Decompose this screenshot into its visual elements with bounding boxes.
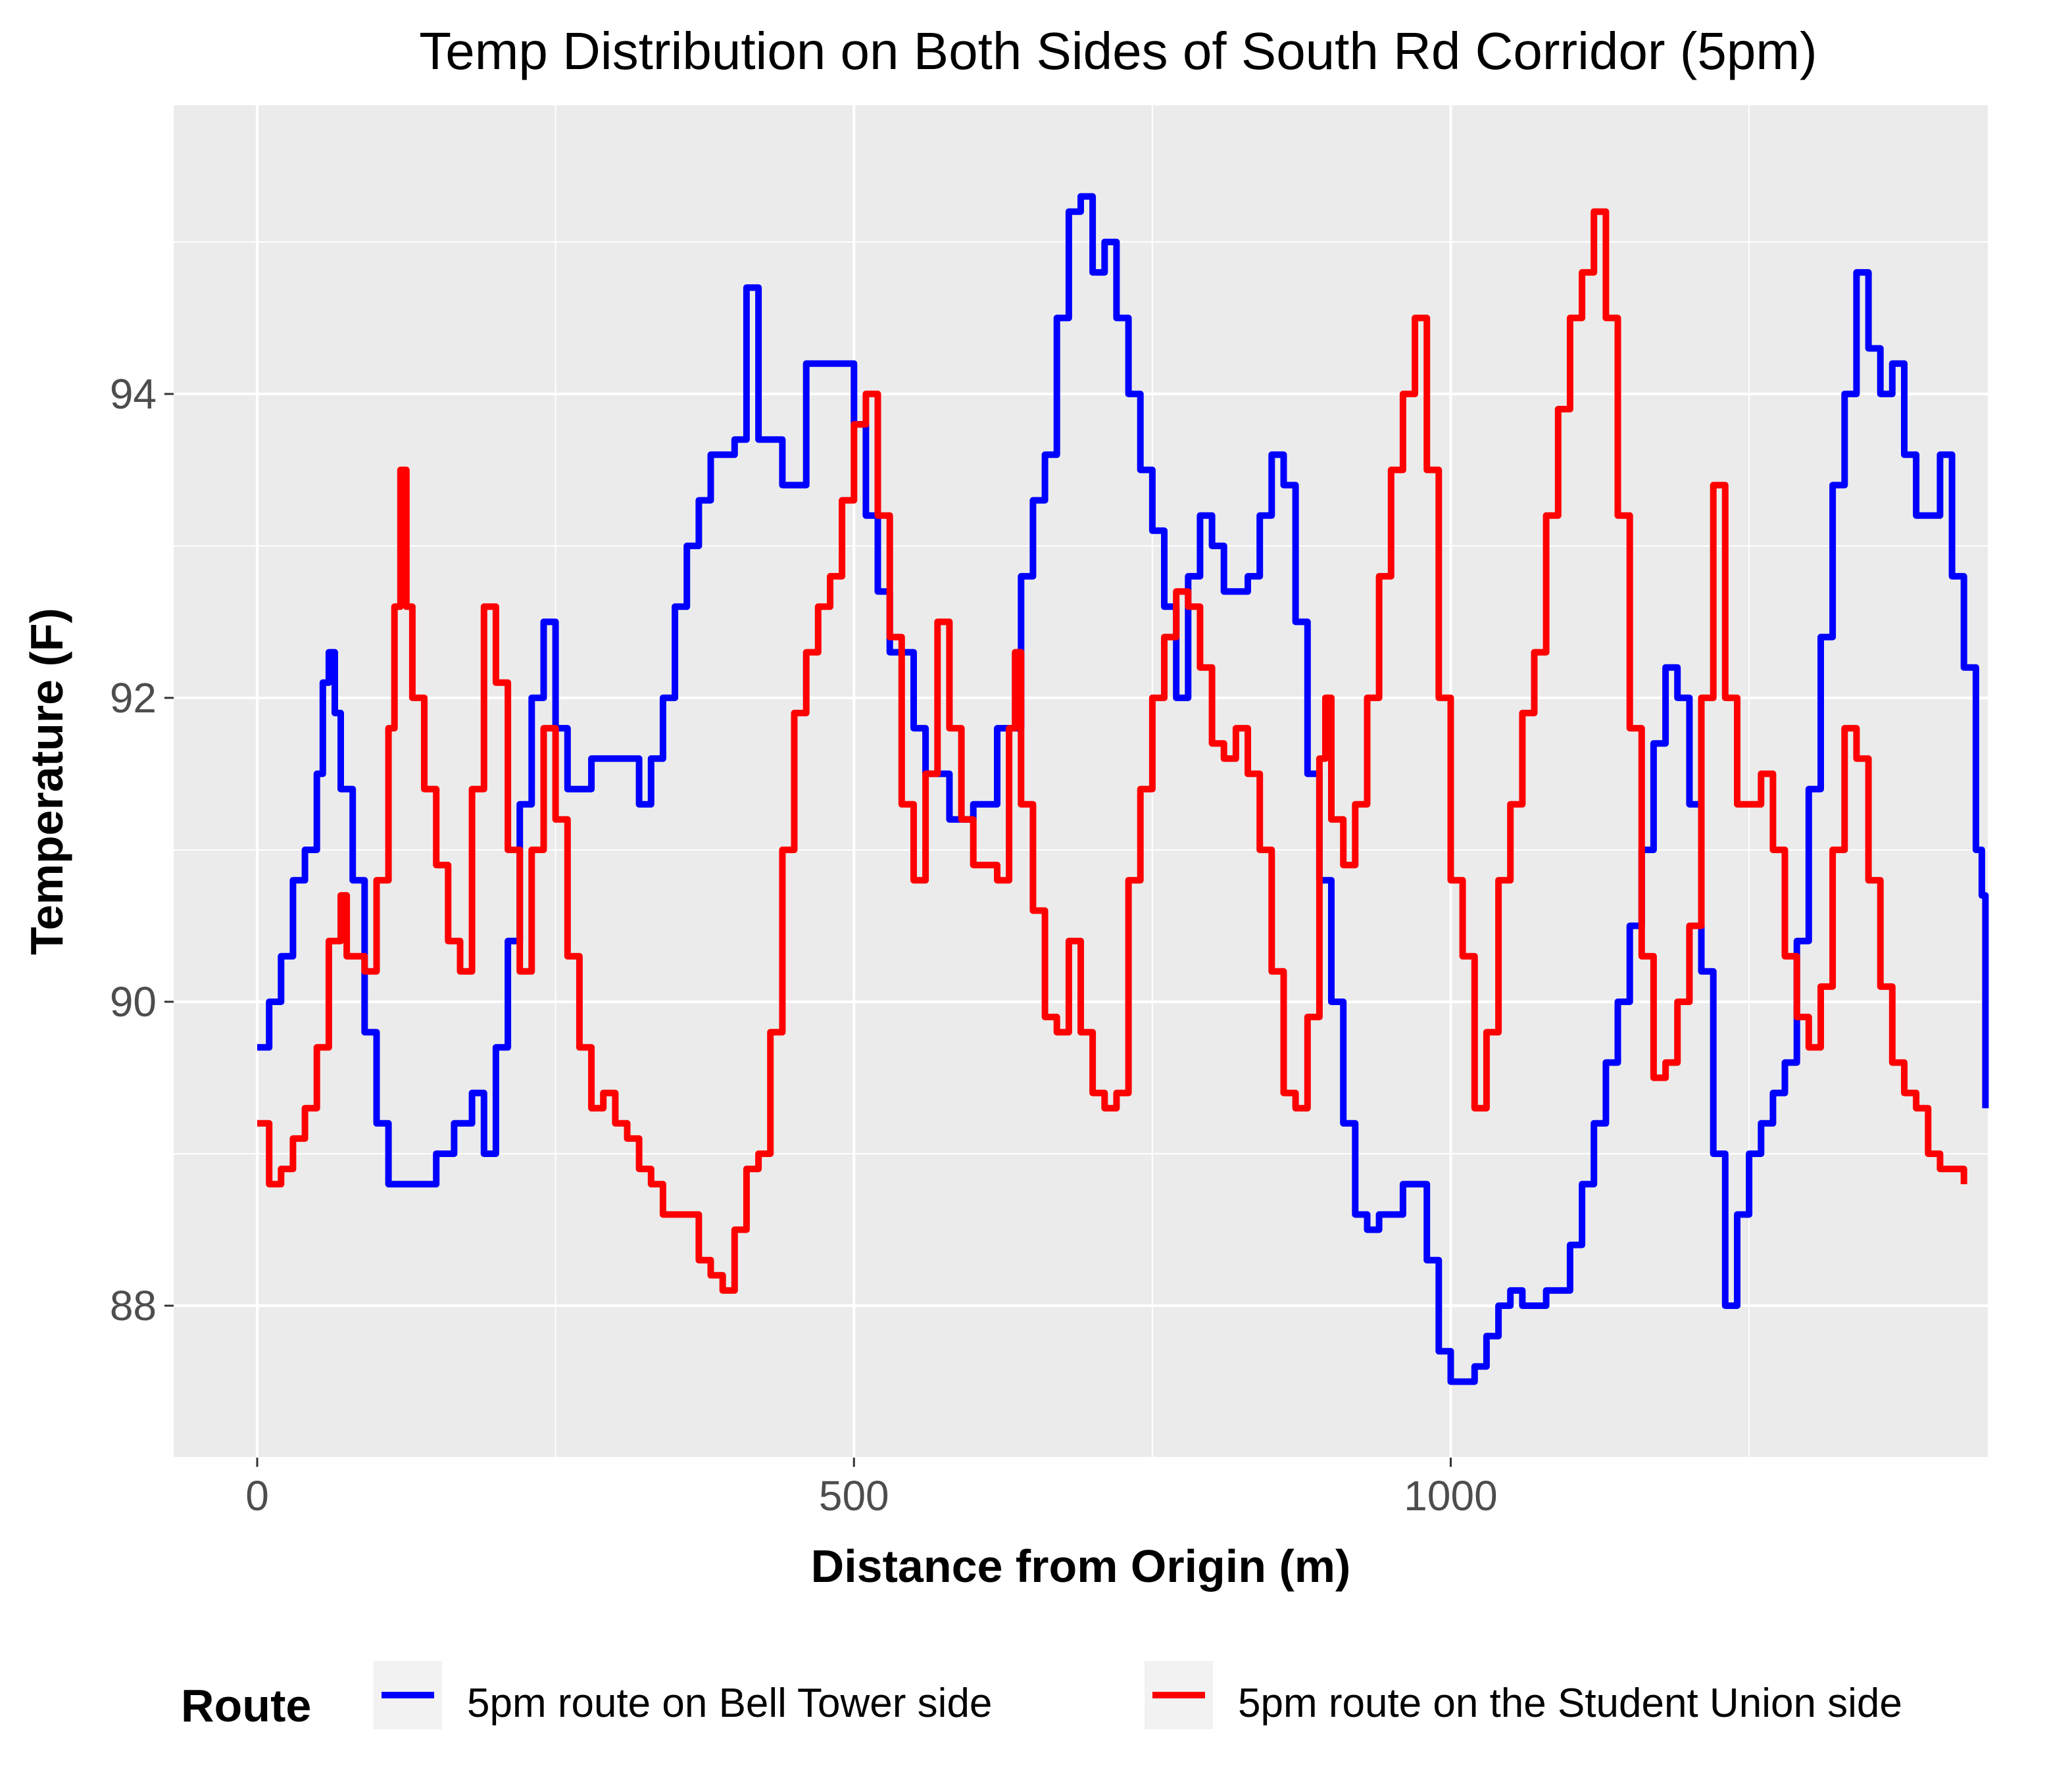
y-tick-label: 94 <box>110 370 157 418</box>
plot-panel <box>174 105 1988 1458</box>
y-tick-label: 88 <box>110 1282 157 1329</box>
series-line-1 <box>257 208 1967 1294</box>
y-tick-label: 90 <box>110 978 157 1025</box>
chart-title: Temp Distribution on Both Sides of South… <box>419 22 1817 80</box>
minor-gridlines <box>174 105 1988 1458</box>
axis-ticks: 0 500 1000 88 90 92 94 <box>110 370 1498 1519</box>
legend: Route 5pm route on Bell Tower side 5pm r… <box>181 1661 1902 1731</box>
x-tick-label: 500 <box>819 1472 889 1519</box>
x-tick-label: 0 <box>245 1472 269 1519</box>
series-layer <box>257 193 1989 1385</box>
legend-label-bell-tower: 5pm route on Bell Tower side <box>467 1681 992 1726</box>
y-tick-label: 92 <box>110 674 157 722</box>
x-tick-label: 1000 <box>1404 1472 1497 1519</box>
y-axis-title: Temperature (F) <box>21 608 72 955</box>
x-axis-title: Distance from Origin (m) <box>811 1541 1351 1592</box>
series-line-0 <box>257 193 1989 1385</box>
legend-title: Route <box>181 1680 311 1731</box>
legend-label-student-union: 5pm route on the Student Union side <box>1238 1681 1902 1726</box>
